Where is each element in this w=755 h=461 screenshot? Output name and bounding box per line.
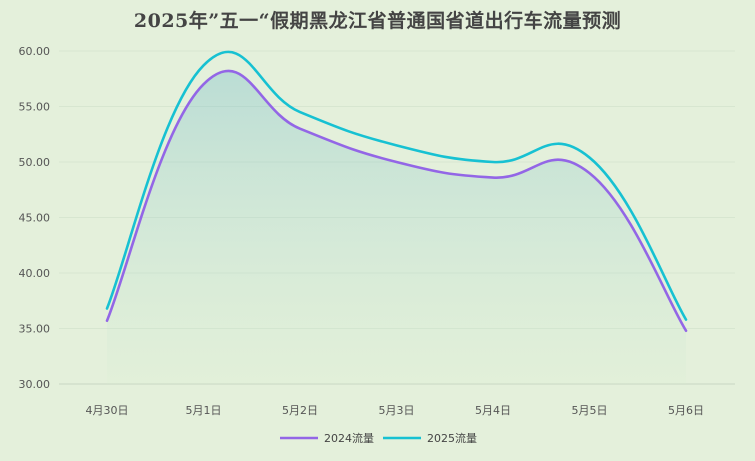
y-tick-label: 30.00 (19, 378, 51, 391)
area-fill (107, 70, 686, 384)
y-axis: 30.00 35.00 40.00 45.00 50.00 55.00 60.00 (19, 45, 51, 391)
y-tick-label: 35.00 (19, 323, 51, 336)
series-line-2 (105, 50, 688, 321)
x-tick-label: 5月4日 (475, 404, 511, 417)
legend-label: 2025流量 (427, 431, 477, 445)
y-tick-label: 45.00 (19, 212, 51, 225)
y-tick-label: 40.00 (19, 267, 51, 280)
y-tick-label: 55.00 (19, 101, 51, 114)
y-tick-label: 50.00 (19, 156, 51, 169)
series-line-1 (105, 69, 688, 333)
y-tick-label: 60.00 (19, 45, 51, 58)
x-tick-label: 4月30日 (86, 404, 129, 417)
x-tick-label: 5月6日 (668, 404, 704, 417)
legend: 2024流量 2025流量 (280, 431, 477, 445)
x-tick-label: 5月1日 (186, 404, 222, 417)
x-axis: 4月30日 5月1日 5月2日 5月3日 5月4日 5月5日 5月6日 (86, 404, 705, 417)
legend-label: 2024流量 (324, 431, 374, 445)
x-tick-label: 5月2日 (282, 404, 318, 417)
x-tick-label: 5月3日 (379, 404, 415, 417)
chart-title: 2025年”五一“假期黑龙江省普通国省道出行车流量预测 (133, 10, 622, 32)
x-tick-label: 5月5日 (572, 404, 608, 417)
series-lines (105, 50, 688, 333)
series-area (107, 70, 686, 384)
